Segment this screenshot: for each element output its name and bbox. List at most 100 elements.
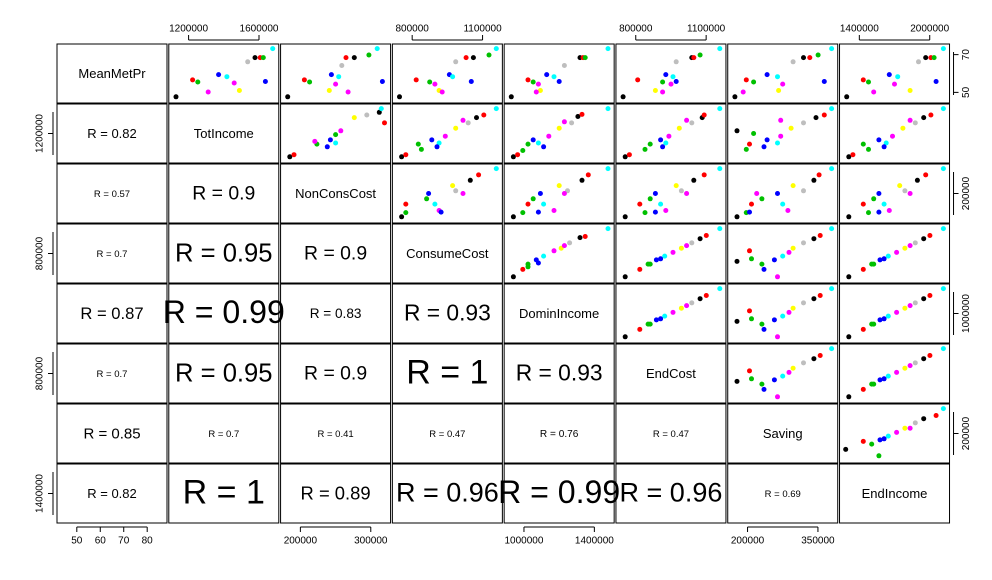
data-point: [747, 368, 752, 374]
data-point: [701, 172, 707, 178]
data-point: [585, 172, 591, 178]
panel-r8-c4: [391, 463, 503, 524]
data-point: [871, 381, 877, 387]
panel-r2-c7: [727, 103, 839, 164]
data-point: [759, 321, 765, 327]
data-point: [764, 137, 770, 143]
tick-label: 1000000: [504, 536, 543, 547]
data-point: [658, 201, 664, 207]
data-point: [673, 79, 679, 84]
data-point: [312, 138, 318, 144]
data-point: [432, 201, 438, 207]
data-point: [846, 214, 852, 220]
data-point: [424, 196, 430, 202]
data-point: [575, 114, 581, 119]
data-point: [788, 125, 794, 131]
data-point: [885, 253, 891, 259]
correlation-label: R = 0.9: [304, 243, 367, 265]
data-point: [927, 353, 933, 358]
data-point: [605, 46, 611, 52]
data-point: [860, 266, 866, 272]
data-point: [470, 55, 476, 61]
data-point: [676, 125, 682, 131]
data-point: [551, 208, 557, 213]
data-point: [556, 79, 562, 84]
tick-label: 800000: [35, 356, 46, 390]
data-point: [846, 394, 852, 400]
panel-r6-c7: [727, 343, 839, 404]
data-point: [761, 144, 767, 150]
panel-r2-c4: [391, 103, 503, 164]
data-point: [811, 356, 817, 362]
data-point: [541, 201, 547, 207]
variable-label: ConsumeCost: [406, 246, 489, 261]
correlation-label: R = 0.9: [192, 183, 255, 205]
data-point: [885, 313, 891, 319]
data-point: [652, 191, 658, 196]
data-point: [734, 214, 740, 220]
data-point: [556, 183, 562, 189]
data-point: [790, 183, 796, 189]
data-point: [907, 303, 913, 309]
data-point: [366, 52, 372, 58]
tick-label: 800000: [395, 24, 429, 35]
data-point: [605, 166, 611, 172]
data-point: [775, 394, 780, 400]
data-point: [520, 210, 526, 216]
tick-label: 200000: [731, 536, 765, 547]
data-point: [231, 80, 237, 86]
data-point: [453, 188, 459, 194]
data-point: [894, 429, 900, 435]
data-point: [860, 386, 866, 392]
data-point: [403, 201, 409, 207]
data-point: [205, 89, 211, 95]
panel-r1-c1: [56, 43, 168, 104]
data-point: [343, 55, 349, 61]
data-point: [658, 256, 664, 262]
data-point: [780, 313, 786, 319]
data-point: [743, 77, 749, 83]
tick-label: 2000000: [910, 24, 949, 35]
data-point: [622, 274, 628, 280]
data-point: [811, 177, 817, 183]
data-point: [285, 94, 291, 100]
panel-r4-c7: [727, 223, 839, 284]
data-point: [933, 413, 939, 418]
data-point: [734, 128, 740, 134]
data-point: [846, 154, 852, 160]
data-point: [637, 326, 643, 332]
data-point: [689, 240, 695, 246]
variable-label: DominIncome: [519, 306, 599, 321]
data-point: [336, 74, 342, 80]
data-point: [663, 140, 669, 146]
data-point: [907, 363, 913, 369]
correlation-label: R = 0.99: [163, 294, 285, 330]
data-point: [850, 152, 856, 158]
correlation-label: R = 0.85: [83, 425, 140, 442]
data-point: [450, 183, 456, 189]
data-point: [652, 88, 658, 93]
data-point: [508, 94, 514, 100]
data-point: [811, 236, 817, 242]
panel-r8-c7: [727, 463, 839, 524]
data-point: [378, 106, 384, 112]
data-point: [912, 300, 918, 306]
correlation-label: R = 0.96: [620, 478, 723, 508]
data-point: [869, 441, 875, 447]
correlation-label: R = 0.82: [87, 486, 137, 501]
data-point: [829, 166, 835, 172]
data-point: [912, 120, 918, 126]
panel-r5-c2: [168, 283, 280, 344]
data-point: [684, 117, 690, 123]
data-point: [761, 266, 767, 272]
data-point: [881, 376, 887, 382]
data-point: [734, 258, 740, 264]
data-point: [493, 46, 499, 52]
data-point: [460, 191, 466, 196]
correlation-label: R = 1: [183, 473, 265, 511]
data-point: [403, 210, 409, 216]
data-point: [914, 177, 920, 183]
data-point: [510, 214, 516, 220]
panel-r2-c5: [503, 103, 615, 164]
data-point: [701, 112, 707, 118]
